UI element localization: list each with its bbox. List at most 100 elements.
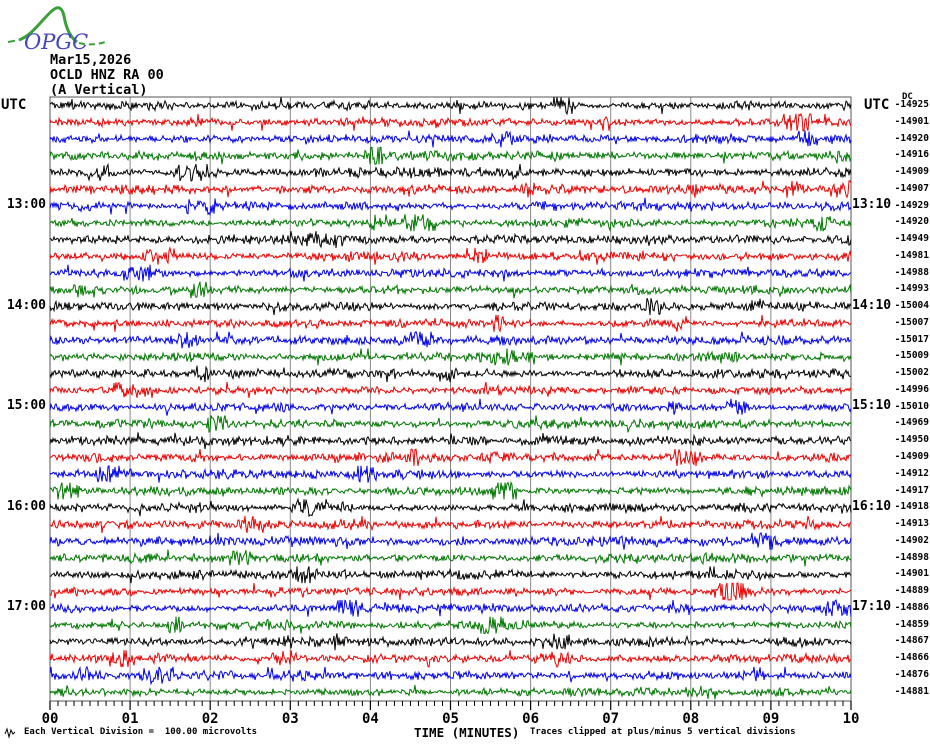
seismic-trace <box>49 146 852 165</box>
hour-label-right: 17:10 <box>852 599 892 615</box>
seismic-trace <box>49 549 852 567</box>
dc-value: -14898 <box>894 551 929 563</box>
dc-column-header: DC <box>902 92 913 102</box>
seismic-trace <box>49 264 852 282</box>
dc-value: -14912 <box>894 467 929 479</box>
mountain-logo-icon: OPGC <box>7 6 106 54</box>
x-tick-label: 09 <box>762 711 780 727</box>
seismic-trace <box>49 464 852 483</box>
seismic-trace <box>49 515 852 533</box>
dc-value: -14867 <box>894 635 929 647</box>
dc-value: -14889 <box>894 585 929 596</box>
seismic-trace <box>49 650 852 668</box>
dc-value: -14918 <box>894 501 929 513</box>
logo-text: OPGC <box>24 30 88 54</box>
dc-value: -14917 <box>894 484 929 496</box>
hour-label-right: 13:10 <box>852 197 892 213</box>
dc-value: -14886 <box>894 601 929 613</box>
seismic-trace <box>49 246 852 265</box>
seismic-trace <box>49 665 852 686</box>
dc-value: -14988 <box>894 266 929 278</box>
seismic-trace <box>49 497 852 518</box>
dc-value: -14909 <box>894 166 929 177</box>
seismic-trace <box>49 432 852 450</box>
seismic-trace <box>49 365 851 383</box>
x-tick-label: 08 <box>682 711 700 727</box>
header-date: Mar15,2026 <box>50 52 132 68</box>
seismic-trace <box>49 330 851 349</box>
seismic-trace <box>49 531 852 550</box>
utc-left-header: UTC <box>1 97 27 113</box>
seismic-trace <box>49 97 852 116</box>
dc-value: -14909 <box>894 451 929 462</box>
dc-value: -14901 <box>894 115 929 127</box>
dc-value: -14925 <box>894 99 929 110</box>
hour-label-left: 13:00 <box>6 197 46 213</box>
dc-value: -14950 <box>894 434 929 446</box>
x-axis-title: TIME (MINUTES) <box>414 725 520 740</box>
seismic-trace <box>49 633 852 651</box>
hour-label-right: 15:10 <box>852 398 892 414</box>
x-tick-label: 10 <box>842 711 860 727</box>
seismic-trace <box>49 582 852 601</box>
x-tick-label: 05 <box>442 711 459 727</box>
header-station: OCLD HNZ RA 00 <box>50 67 164 83</box>
seismic-trace <box>49 448 852 466</box>
dc-value: -14901 <box>894 568 929 580</box>
seismic-trace <box>49 231 852 249</box>
hour-label-left: 14:00 <box>6 297 46 313</box>
seismic-trace <box>49 214 852 233</box>
hour-label-left: 15:00 <box>6 398 46 414</box>
seismic-trace <box>49 398 852 416</box>
utc-right-header: UTC <box>864 97 890 113</box>
hour-label-right: 16:10 <box>852 498 892 514</box>
x-tick-label: 00 <box>41 711 59 727</box>
dc-value: -14876 <box>894 668 929 680</box>
dc-value: -14929 <box>894 199 929 211</box>
seismic-trace <box>49 415 852 433</box>
x-tick-label: 02 <box>201 711 219 727</box>
footer-scale-note: Each Vertical Division = 100.00 microvol… <box>24 727 257 737</box>
x-tick-label: 07 <box>602 711 620 727</box>
dc-value: -14902 <box>894 534 929 546</box>
dc-value: -15002 <box>894 367 929 379</box>
seismic-trace <box>49 162 852 182</box>
seismic-trace <box>49 180 852 199</box>
dc-value: -14949 <box>894 233 929 245</box>
dc-value: -15009 <box>894 350 929 362</box>
hour-label-left: 17:00 <box>6 599 46 615</box>
footer-clip-note: Traces clipped at plus/minus 5 vertical … <box>530 727 796 737</box>
dc-value: -15004 <box>894 300 929 312</box>
seismic-trace <box>49 480 852 500</box>
seismic-trace <box>49 298 852 316</box>
seismic-trace <box>49 616 852 635</box>
dc-value: -14907 <box>894 182 929 194</box>
dc-value: -14913 <box>894 518 929 529</box>
hour-label-left: 16:00 <box>6 498 46 514</box>
seismic-trace <box>49 281 852 299</box>
x-tick-label: 03 <box>281 711 299 727</box>
dc-value: -14916 <box>894 149 929 161</box>
dc-value: -15007 <box>894 316 929 328</box>
seismic-trace <box>49 130 852 148</box>
opgc-logo: OPGC <box>6 2 114 54</box>
seismic-trace <box>50 566 852 584</box>
dc-value: -15017 <box>894 333 929 345</box>
hour-label-right: 14:10 <box>852 297 892 313</box>
dc-value: -14920 <box>894 216 929 228</box>
seismic-trace <box>49 381 852 398</box>
dc-value: -14859 <box>894 618 929 630</box>
header-component: (A Vertical) <box>50 82 148 98</box>
x-tick-label: 04 <box>361 711 379 727</box>
dc-value: -14981 <box>894 249 929 261</box>
x-tick-label: 06 <box>522 711 540 727</box>
seismic-trace <box>49 599 852 617</box>
seismic-trace <box>49 314 852 333</box>
dc-value: -14881 <box>894 685 929 697</box>
dc-value: -14969 <box>894 417 929 429</box>
scale-marker-icon <box>4 727 16 739</box>
dc-value: -14920 <box>894 132 929 144</box>
x-tick-label: 01 <box>121 711 139 727</box>
